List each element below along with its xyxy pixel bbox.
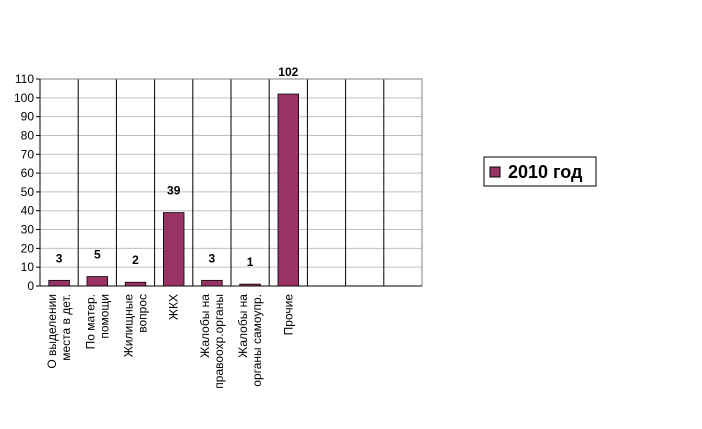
- bar: [124, 281, 147, 287]
- x-tick-label: По матер.: [83, 294, 97, 349]
- y-tick-label: 20: [21, 241, 35, 255]
- x-tick-label: Жилищные: [122, 294, 136, 358]
- legend-label: 2010 год: [508, 162, 583, 182]
- y-tick-label: 50: [21, 185, 35, 199]
- data-label: 102: [278, 65, 298, 79]
- data-label: 1: [247, 255, 254, 269]
- x-tick-label: органы самоупр.: [250, 294, 264, 387]
- bar: [48, 279, 70, 287]
- y-tick-label: 100: [14, 91, 34, 105]
- y-tick-label: 110: [15, 72, 34, 86]
- y-tick-label: 60: [21, 166, 35, 180]
- x-tick-label: помощи: [97, 294, 111, 339]
- bar: [162, 212, 185, 287]
- bar: [277, 93, 300, 287]
- y-tick-label: 30: [21, 223, 35, 237]
- legend-box: [483, 156, 597, 187]
- x-tick-label: места в дет.: [59, 294, 73, 361]
- data-label: 2: [132, 253, 139, 267]
- y-tick-label: 40: [21, 204, 35, 218]
- y-tick-label: 10: [21, 260, 35, 274]
- x-tick-label: Прочие: [281, 294, 295, 336]
- x-tick-label: Жалобы на: [236, 294, 250, 358]
- data-label: 39: [167, 184, 181, 198]
- bar: [239, 283, 261, 287]
- x-tick-label: ЖКХ: [167, 294, 181, 320]
- bar: [86, 276, 109, 287]
- data-label: 3: [209, 251, 216, 265]
- y-tick-label: 80: [21, 128, 35, 142]
- legend-swatch: [489, 166, 501, 178]
- y-tick-label: 70: [21, 147, 35, 161]
- data-label: 3: [56, 251, 63, 265]
- y-tick-label: 90: [21, 110, 35, 124]
- x-tick-label: О выделении: [45, 294, 59, 369]
- bar: [201, 279, 223, 287]
- x-tick-label: Жалобы на: [198, 294, 212, 358]
- x-tick-label: правоохр.органы: [212, 294, 226, 389]
- y-tick-label: 0: [27, 279, 34, 293]
- x-tick-label: вопрос: [136, 294, 150, 333]
- data-label: 5: [94, 248, 101, 262]
